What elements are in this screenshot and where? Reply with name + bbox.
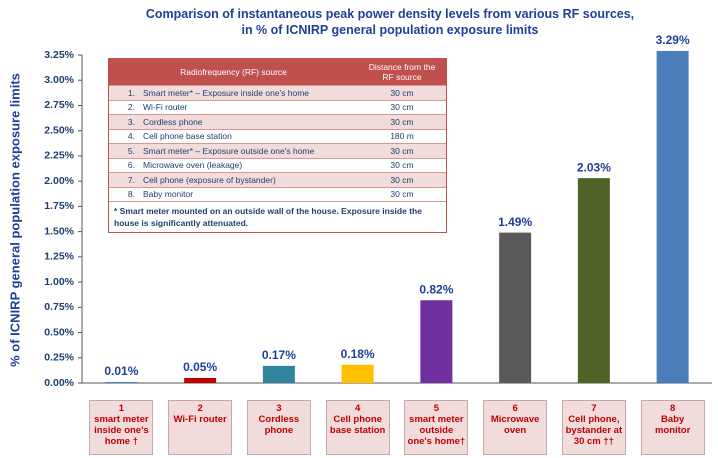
- x-tick-label: 7 Cell phone, bystander at 30 cm ††: [561, 400, 626, 455]
- data-label: 3.29%: [656, 33, 690, 47]
- table-cell: Cell phone base station: [139, 128, 358, 144]
- table-cell: Cell phone (exposure of bystander): [139, 172, 358, 187]
- table-cell: Baby monitor: [139, 186, 358, 201]
- y-tick-label: 0.00%: [44, 377, 74, 389]
- x-tick-label: 5 smart meter outside one's home†: [404, 400, 469, 455]
- table-cell: 30 cm: [358, 99, 446, 115]
- table-cell: 4.: [109, 128, 139, 144]
- y-tick-label: 1.25%: [44, 251, 74, 263]
- chart-title: Comparison of instantaneous peak power d…: [145, 7, 635, 37]
- y-axis-label: % of ICNIRP general population exposure …: [7, 73, 22, 367]
- table-row: 8. Baby monitor 30 cm: [109, 186, 446, 201]
- data-label: 2.03%: [577, 160, 611, 174]
- bar: [420, 300, 453, 383]
- data-label: 0.82%: [419, 282, 453, 296]
- table-cell: 8.: [109, 186, 139, 201]
- y-tick-label: 1.00%: [44, 276, 74, 288]
- x-tick-label: 3 Cordless phone: [246, 400, 311, 455]
- y-tick-label: 2.75%: [44, 99, 74, 111]
- table-cell: 5.: [109, 143, 139, 158]
- table-cell: 30 cm: [358, 114, 446, 129]
- table-row: 3. Cordless phone 30 cm: [109, 114, 446, 129]
- x-tick-label: 6 Microwave oven: [483, 400, 548, 455]
- table-cell: 1.: [109, 85, 139, 100]
- header-cell: Distance from the RF source: [358, 59, 446, 86]
- table-row: 5. Smart meter* – Exposure outside one's …: [109, 143, 446, 158]
- legend-table: Radiofrequency (RF) source Distance from …: [108, 58, 447, 233]
- table-cell: 30 cm: [358, 172, 446, 187]
- table: Radiofrequency (RF) source Distance from …: [109, 59, 446, 201]
- table-row: 2. Wi-Fi router 30 cm: [109, 99, 446, 115]
- table-cell: Cordless phone: [139, 114, 358, 129]
- bar: [656, 50, 689, 384]
- x-tick-label: 1 smart meter inside one's home †: [89, 400, 154, 455]
- y-tick-label: 0.75%: [44, 301, 74, 313]
- y-tick-label: 2.50%: [44, 124, 74, 136]
- bar: [341, 364, 374, 383]
- bar: [499, 232, 532, 383]
- table-cell: Microwave oven (leakage): [139, 157, 358, 173]
- table-cell: 30 cm: [358, 157, 446, 173]
- y-tick-label: 2.25%: [44, 150, 74, 162]
- x-tick-label: 4 Cell phone base station: [325, 400, 390, 455]
- table-row: 6. Microwave oven (leakage) 30 cm: [109, 157, 446, 173]
- table-cell: Smart meter* – Exposure outside one's ho…: [139, 143, 358, 158]
- y-tick-label: 1.50%: [44, 225, 74, 237]
- data-label: 0.17%: [262, 348, 296, 362]
- table-cell: Smart meter* – Exposure inside one's hom…: [139, 85, 358, 100]
- table-cell: Wi-Fi router: [139, 99, 358, 115]
- header-row: Radiofrequency (RF) source Distance from …: [109, 59, 446, 86]
- header-cell: Radiofrequency (RF) source: [109, 59, 358, 86]
- x-tick-label: 8 Baby monitor: [640, 400, 705, 455]
- y-tick-label: 2.00%: [44, 175, 74, 187]
- table-row: 4. Cell phone base station 180 m: [109, 128, 446, 144]
- table-cell: 30 cm: [358, 186, 446, 201]
- bar: [262, 365, 295, 383]
- bar: [577, 178, 610, 383]
- bar: [184, 377, 217, 383]
- table-cell: 3.: [109, 114, 139, 129]
- data-label: 0.18%: [341, 347, 375, 361]
- table-cell: 30 cm: [358, 85, 446, 100]
- table-cell: 6.: [109, 157, 139, 173]
- data-label: 0.01%: [104, 364, 138, 378]
- bar: [105, 381, 138, 383]
- table-note: * Smart meter mounted on an outside wall…: [109, 201, 446, 232]
- x-tick-label: 2 Wi-Fi router: [168, 400, 233, 455]
- table-cell: 2.: [109, 99, 139, 115]
- y-tick-label: 3.25%: [44, 49, 74, 61]
- y-tick-label: 0.50%: [44, 326, 74, 338]
- table-cell: 7.: [109, 172, 139, 187]
- table-cell: 30 cm: [358, 143, 446, 158]
- data-label: 0.05%: [183, 360, 217, 374]
- y-tick-label: 0.25%: [44, 352, 74, 364]
- table-cell: 180 m: [358, 128, 446, 144]
- y-tick-label: 1.75%: [44, 200, 74, 212]
- table-row: 1. Smart meter* – Exposure inside one's h…: [109, 85, 446, 100]
- data-label: 1.49%: [498, 215, 532, 229]
- table-row: 7. Cell phone (exposure of bystander) 30 c…: [109, 172, 446, 187]
- y-tick-label: 3.00%: [44, 74, 74, 86]
